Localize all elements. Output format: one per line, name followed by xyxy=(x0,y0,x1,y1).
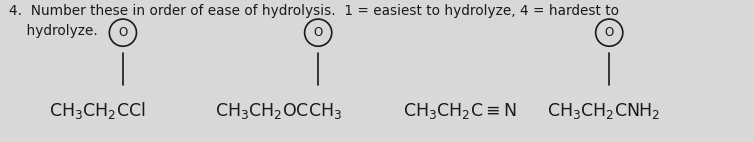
Text: O: O xyxy=(314,26,323,39)
Ellipse shape xyxy=(596,19,623,46)
Text: CH$_3$CH$_2$C$\equiv$N: CH$_3$CH$_2$C$\equiv$N xyxy=(403,101,517,121)
Ellipse shape xyxy=(109,19,136,46)
Text: CH$_3$CH$_2$CCl: CH$_3$CH$_2$CCl xyxy=(49,100,146,121)
Text: 4.  Number these in order of ease of hydrolysis.  1 = easiest to hydrolyze, 4 = : 4. Number these in order of ease of hydr… xyxy=(9,4,619,18)
Text: CH$_3$CH$_2$OCCH$_3$: CH$_3$CH$_2$OCCH$_3$ xyxy=(215,101,342,121)
Ellipse shape xyxy=(305,19,332,46)
Text: O: O xyxy=(118,26,127,39)
Text: O: O xyxy=(605,26,614,39)
Text: hydrolyze.: hydrolyze. xyxy=(9,4,98,38)
Text: CH$_3$CH$_2$CNH$_2$: CH$_3$CH$_2$CNH$_2$ xyxy=(547,101,660,121)
